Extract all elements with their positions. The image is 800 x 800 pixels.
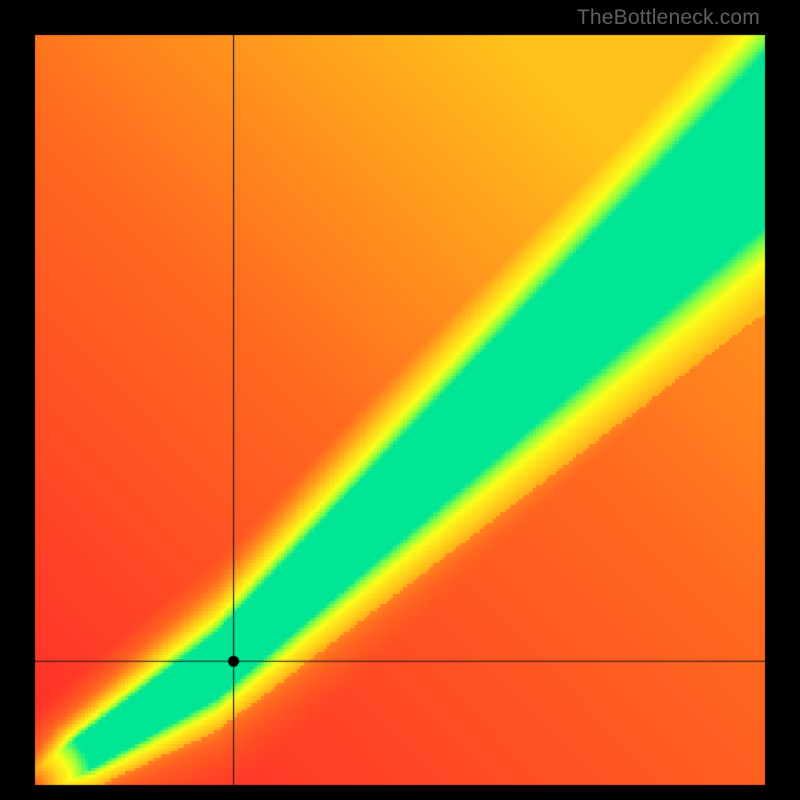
chart-container: TheBottleneck.com: [0, 0, 800, 800]
heatmap-canvas: [0, 0, 800, 800]
watermark-text: TheBottleneck.com: [577, 6, 760, 30]
